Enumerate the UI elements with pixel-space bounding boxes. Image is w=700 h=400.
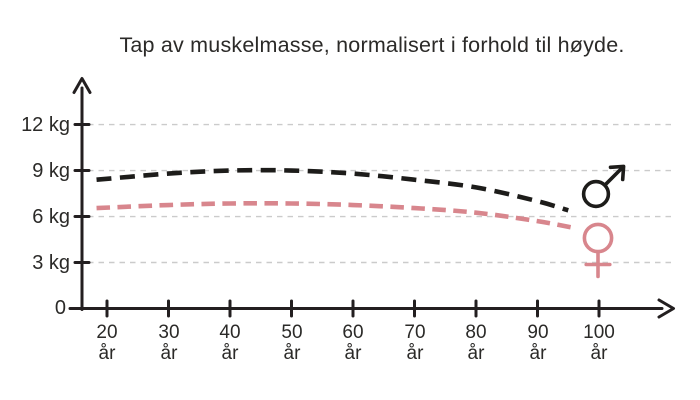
x-tick-label-60: 60 år — [342, 322, 364, 364]
x-tick-label-70: 70 år — [404, 322, 426, 364]
x-axis-arrowhead — [657, 298, 675, 319]
y-axis-arrowhead — [72, 77, 92, 94]
data-curves — [96, 167, 575, 231]
x-tick-label-20: 20 år — [96, 322, 118, 364]
y-tick-label-3kg: 3 kg — [32, 252, 70, 274]
male-sign-icon — [581, 164, 626, 209]
x-tick-label-90: 90 år — [527, 322, 549, 364]
y-tick-label-6kg: 6 kg — [32, 206, 70, 228]
gridlines — [88, 123, 676, 264]
axes — [68, 77, 675, 319]
origin-label: 0 — [54, 297, 66, 319]
y-tick-label-12kg: 12 kg — [21, 114, 70, 136]
x-tick-label-30: 30 år — [158, 322, 180, 364]
x-tick-label-50: 50 år — [281, 322, 303, 364]
female-sign-curve — [96, 200, 575, 231]
x-tick-label-80: 80 år — [465, 322, 487, 364]
y-tick-label-9kg: 9 kg — [32, 160, 70, 182]
x-tick-label-100: 100 år — [583, 322, 615, 364]
male-sign-curve — [96, 167, 569, 213]
chart-title: Tap av muskelmasse, normalisert i forhol… — [119, 33, 625, 57]
x-tick-label-40: 40 år — [219, 322, 241, 364]
female-sign-icon — [582, 222, 614, 279]
